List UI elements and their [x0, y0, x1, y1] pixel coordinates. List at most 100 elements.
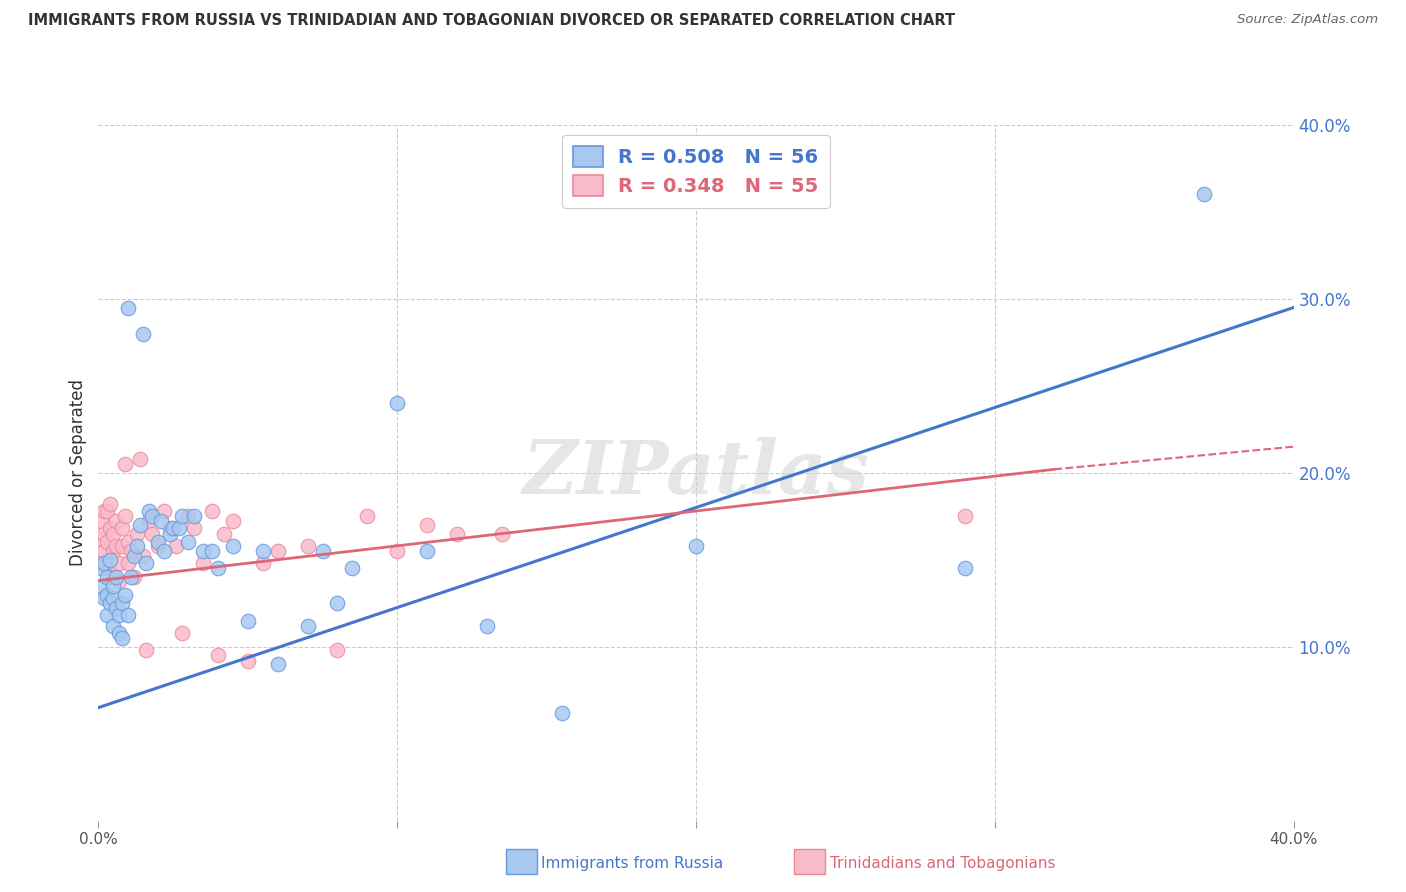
Point [90, 579, 112, 593]
Point [326, 596, 349, 610]
Point [311, 544, 333, 558]
Point [183, 521, 205, 535]
Point [252, 556, 274, 570]
Point [953, 561, 976, 575]
Point [491, 526, 513, 541]
Point [96, 535, 118, 549]
Point [103, 544, 125, 558]
Point [120, 544, 142, 558]
Point [108, 625, 131, 640]
Point [416, 517, 439, 532]
Point [90, 561, 112, 575]
Point [105, 515, 128, 529]
Point [222, 539, 245, 553]
Point [111, 539, 134, 553]
Point [100, 552, 122, 567]
Text: ZIPatlas: ZIPatlas [523, 436, 869, 509]
Point [100, 497, 122, 511]
Point [96, 504, 118, 518]
Point [135, 643, 157, 657]
Point [385, 544, 409, 558]
Point [159, 526, 181, 541]
Point [105, 539, 128, 553]
Point [124, 570, 146, 584]
Point [120, 570, 142, 584]
Text: Trinidadians and Tobagonians: Trinidadians and Tobagonians [830, 856, 1054, 871]
Point [159, 521, 181, 535]
Point [114, 587, 136, 601]
Point [111, 596, 134, 610]
Point [135, 556, 157, 570]
Point [114, 457, 136, 471]
Point [114, 509, 136, 524]
Point [117, 301, 139, 315]
Point [342, 561, 364, 575]
Point [685, 539, 707, 553]
Point [475, 619, 498, 633]
Point [172, 509, 194, 524]
Point [108, 608, 131, 623]
Text: Source: ZipAtlas.com: Source: ZipAtlas.com [1237, 13, 1378, 27]
Point [141, 509, 163, 524]
Point [129, 517, 152, 532]
Point [103, 570, 125, 584]
Point [446, 526, 468, 541]
Point [93, 591, 115, 605]
Point [191, 556, 214, 570]
Point [100, 596, 122, 610]
Point [96, 608, 118, 623]
Point [236, 614, 259, 628]
Point [177, 509, 200, 524]
Point [297, 619, 319, 633]
Point [111, 521, 134, 535]
Point [222, 515, 245, 529]
Point [212, 526, 235, 541]
Point [124, 549, 146, 564]
Text: IMMIGRANTS FROM RUSSIA VS TRINIDADIAN AND TOBAGONIAN DIVORCED OR SEPARATED CORRE: IMMIGRANTS FROM RUSSIA VS TRINIDADIAN AN… [28, 13, 955, 29]
Point [127, 539, 149, 553]
Point [207, 648, 229, 663]
Legend: R = 0.508   N = 56, R = 0.348   N = 55: R = 0.508 N = 56, R = 0.348 N = 55 [562, 135, 830, 208]
Point [93, 504, 115, 518]
Point [201, 504, 224, 518]
Point [172, 625, 194, 640]
Point [132, 549, 155, 564]
Point [953, 509, 976, 524]
Point [550, 706, 572, 720]
Point [150, 515, 173, 529]
Point [90, 515, 112, 529]
Point [148, 535, 170, 549]
Point [297, 539, 319, 553]
Point [117, 535, 139, 549]
Point [148, 539, 170, 553]
Point [103, 579, 125, 593]
Point [236, 654, 259, 668]
Point [105, 570, 128, 584]
Point [177, 535, 200, 549]
Point [167, 521, 190, 535]
Point [153, 544, 176, 558]
Point [108, 574, 131, 588]
Point [96, 570, 118, 584]
Point [90, 556, 112, 570]
Point [103, 591, 125, 605]
Point [93, 544, 115, 558]
Point [111, 631, 134, 645]
Point [96, 587, 118, 601]
Point [267, 657, 290, 671]
Point [129, 451, 152, 466]
Point [326, 643, 349, 657]
Point [117, 556, 139, 570]
Point [108, 556, 131, 570]
Point [100, 521, 122, 535]
Point [385, 396, 409, 410]
Point [93, 556, 115, 570]
Point [90, 532, 112, 546]
Point [356, 509, 378, 524]
Point [162, 521, 184, 535]
Point [183, 509, 205, 524]
Point [201, 544, 224, 558]
Point [138, 504, 160, 518]
Point [127, 526, 149, 541]
Point [105, 601, 128, 615]
